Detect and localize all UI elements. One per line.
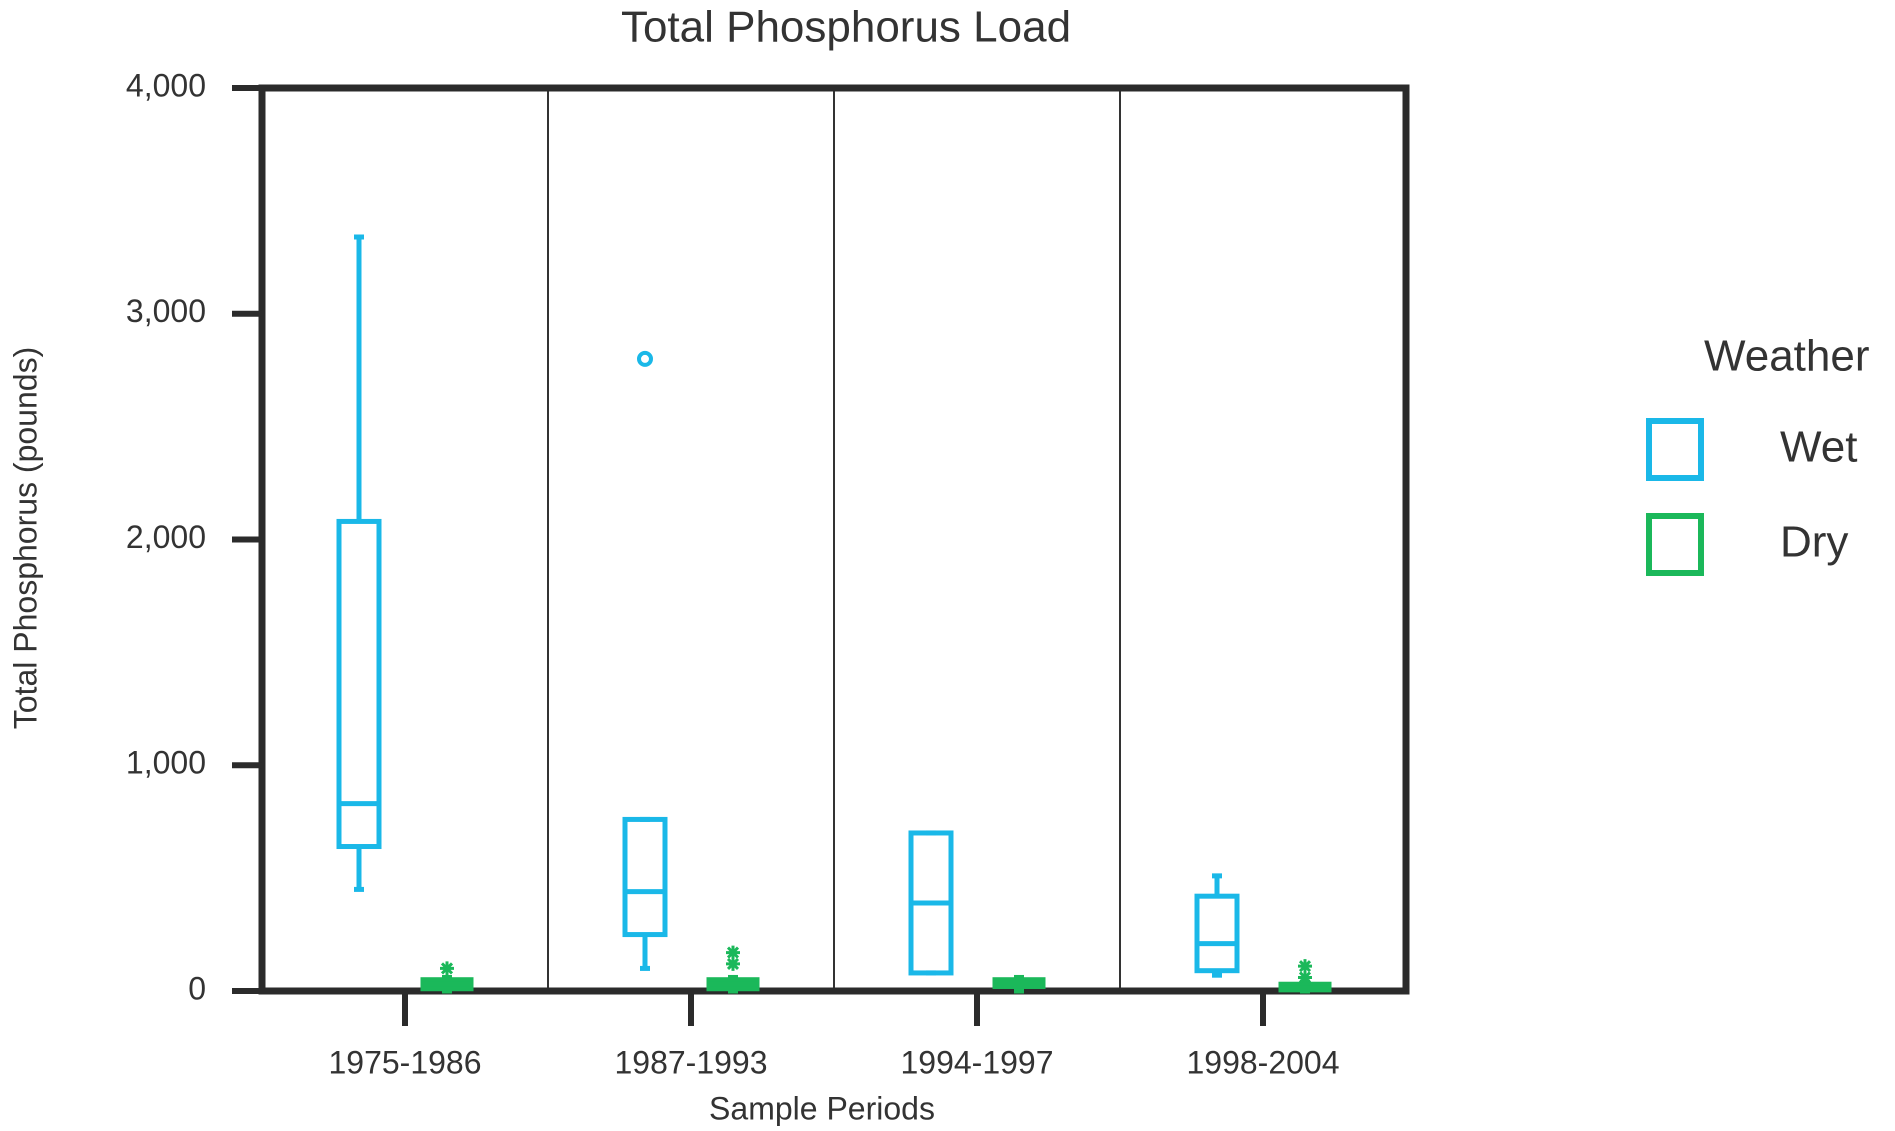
outlier [440, 961, 454, 976]
y-tick-label: 4,000 [126, 67, 206, 103]
x-tick-label: 1987-1993 [614, 1044, 767, 1080]
y-tick-label: 2,000 [126, 519, 206, 555]
box [336, 518, 382, 850]
box [622, 816, 668, 938]
y-tick-label: 0 [188, 970, 206, 1006]
legend-label: Wet [1780, 423, 1857, 472]
legend-swatch [1646, 513, 1704, 576]
y-axis-label: Total Phosphorus (pounds) [7, 347, 43, 729]
outlier [1298, 959, 1312, 974]
legend-label: Dry [1780, 518, 1848, 567]
y-tick-label: 1,000 [126, 745, 206, 781]
box [1194, 893, 1240, 974]
legend-swatch [1646, 418, 1704, 481]
legend-title: Weather [1704, 332, 1870, 381]
outlier [637, 350, 653, 367]
outlier [1298, 970, 1312, 985]
x-tick-label: 1975-1986 [328, 1044, 481, 1080]
outlier [726, 956, 740, 971]
x-tick-label: 1994-1997 [900, 1044, 1053, 1080]
x-tick-label: 1998-2004 [1186, 1044, 1339, 1080]
y-tick-label: 3,000 [126, 293, 206, 329]
chart-title: Total Phosphorus Load [621, 3, 1071, 52]
outlier [726, 945, 740, 960]
x-axis-label: Sample Periods [709, 1090, 935, 1126]
